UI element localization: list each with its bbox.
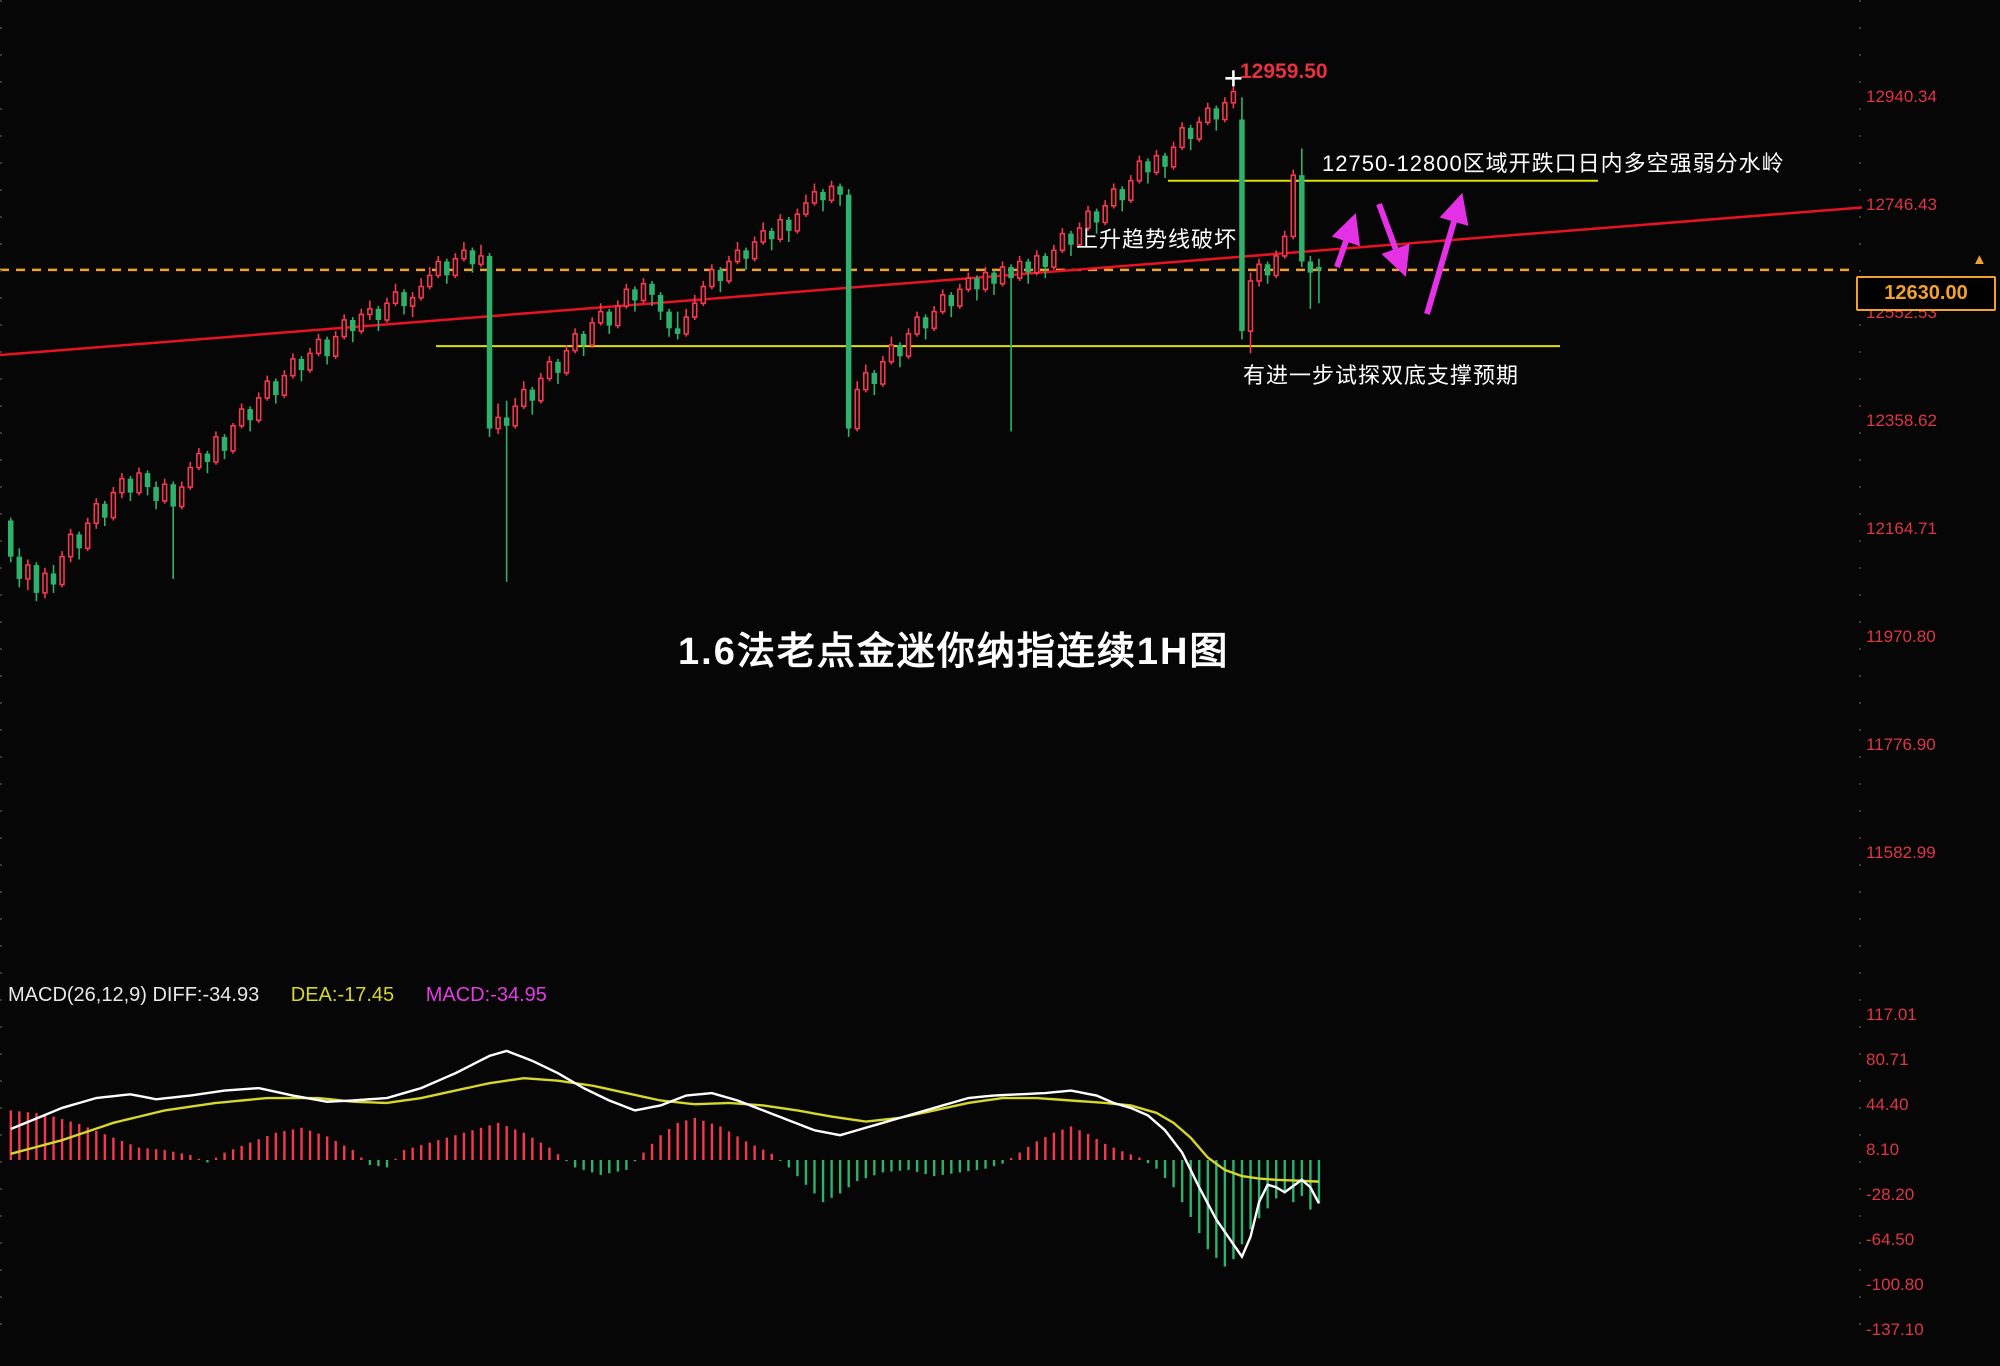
macd-tick-label: -64.50 — [1866, 1229, 1915, 1249]
dea-value-label: DEA:-17.45 — [290, 984, 395, 1006]
price-tick-label: 12746.43 — [1866, 194, 1937, 214]
macd-indicator-header: MACD(26,12,9) DIFF:-34.93 DEA:-17.45 MAC… — [8, 984, 547, 1007]
chart-title-watermark: 1.6法老点金迷你纳指连续1H图 — [678, 631, 1230, 673]
cross-marker — [1225, 70, 1242, 87]
macd-tick-label: -100.80 — [1866, 1274, 1924, 1294]
macd-tick-label: -28.20 — [1866, 1184, 1915, 1204]
arrow-up-icon — [1424, 192, 1469, 315]
arrow-up-icon — [1331, 213, 1361, 268]
macd-value-label: MACD:-34.95 — [425, 984, 547, 1006]
up-arrow-icon: ▲ — [1972, 251, 1987, 268]
price-tick-label: 12164.71 — [1866, 518, 1937, 538]
peak-price-label: 12959.50 — [1240, 60, 1328, 83]
trendline-annotation: 上升趋势线破坏 — [1076, 227, 1238, 252]
price-tick-label: 12358.62 — [1866, 410, 1937, 430]
macd-params-diff-label: MACD(26,12,9) DIFF:-34.93 — [8, 984, 260, 1006]
support-annotation: 有进一步试探双底支撑预期 — [1243, 363, 1520, 388]
macd-tick-label: 80.71 — [1866, 1049, 1909, 1069]
arrow-down-icon — [1376, 202, 1410, 277]
current-price-badge: 12630.00 — [1856, 276, 1996, 311]
macd-tick-label: 8.10 — [1866, 1139, 1900, 1159]
price-tick-label: 11582.99 — [1866, 842, 1936, 862]
left-axis-ticks — [0, 0, 2, 1346]
price-tick-label: 11776.90 — [1866, 734, 1936, 754]
macd-tick-label: 44.40 — [1866, 1094, 1909, 1114]
macd-tick-label: 117.01 — [1866, 1004, 1917, 1024]
macd-tick-label: -137.10 — [1866, 1319, 1924, 1339]
zone-annotation: 12750-12800区域开跌口日内多空强弱分水岭 — [1322, 151, 1785, 176]
right-axis-ticks[interactable] — [1859, 0, 1861, 1346]
price-tick-label: 12940.34 — [1866, 87, 1937, 106]
price-tick-label: 11970.80 — [1866, 626, 1936, 646]
